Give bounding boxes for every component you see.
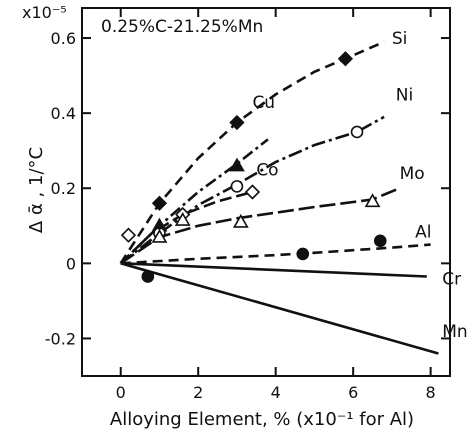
data-point-ni (230, 180, 244, 193)
data-point-co (120, 227, 137, 243)
data-point-al (296, 247, 310, 261)
series-mn: Mn (120, 262, 468, 355)
series-line-al (120, 243, 431, 265)
x-tick-label: 2 (193, 383, 203, 402)
x-tick-label: 0 (116, 383, 126, 402)
y-tick-label: 0.4 (51, 104, 76, 123)
x-axis-label: Alloying Element, % (x10⁻¹ for Al) (110, 409, 414, 430)
data-point-si (229, 114, 245, 131)
series-cr: Cr (120, 262, 461, 289)
series-group: Si Cu Ni Co Mo Al Cr Mn (119, 29, 468, 355)
y-tick-label: 0 (66, 254, 76, 273)
series-ni: Ni (119, 85, 413, 265)
y-tick-label: 0.2 (51, 179, 76, 198)
series-line-ni (119, 115, 385, 265)
data-point-co (244, 184, 261, 200)
data-point-mo (232, 213, 249, 228)
y-axis-label: Δ ᾱ , 1/°C (26, 147, 47, 233)
y-multiplier: x10⁻⁵ (22, 3, 67, 22)
series-line-co (119, 190, 253, 265)
data-point-si (151, 195, 168, 211)
data-point-al (373, 234, 387, 248)
axis-group: x10⁻⁵ 0.25%C-21.25%Mn Alloying Element, … (22, 3, 450, 430)
data-point-mo (364, 193, 381, 208)
x-tick-label: 8 (426, 383, 436, 402)
series-label-al: Al (415, 222, 431, 242)
series-mo: Mo (119, 164, 425, 265)
series-line-cu (119, 138, 269, 265)
data-point-ni (350, 125, 364, 139)
series-label-co: Co (256, 160, 278, 180)
series-cu: Cu (119, 93, 275, 265)
series-label-ni: Ni (396, 85, 413, 105)
data-point-mo (151, 228, 168, 243)
series-line-mo (119, 187, 401, 265)
series-al: Al (120, 222, 431, 265)
series-si: Si (119, 29, 408, 265)
series-label-mo: Mo (400, 164, 425, 184)
data-point-mn (141, 270, 155, 283)
data-point-si (337, 51, 354, 67)
x-tick-label: 4 (271, 383, 281, 402)
x-tick-label: 6 (348, 383, 358, 402)
data-point-cu (229, 157, 245, 172)
series-label-cu: Cu (252, 93, 275, 113)
series-label-mn: Mn (442, 322, 467, 342)
series-label-cr: Cr (442, 269, 461, 289)
series-co: Co (119, 160, 279, 265)
y-tick-label: -0.2 (45, 329, 76, 348)
y-tick-label: 0.6 (51, 29, 76, 48)
chart-title: 0.25%C-21.25%Mn (101, 17, 263, 37)
plot-frame-group (81, 7, 451, 377)
series-line-mn (120, 262, 439, 355)
data-point-mo (174, 212, 191, 226)
series-line-cr (120, 262, 427, 278)
series-label-si: Si (392, 29, 408, 49)
plot-frame (81, 7, 451, 377)
